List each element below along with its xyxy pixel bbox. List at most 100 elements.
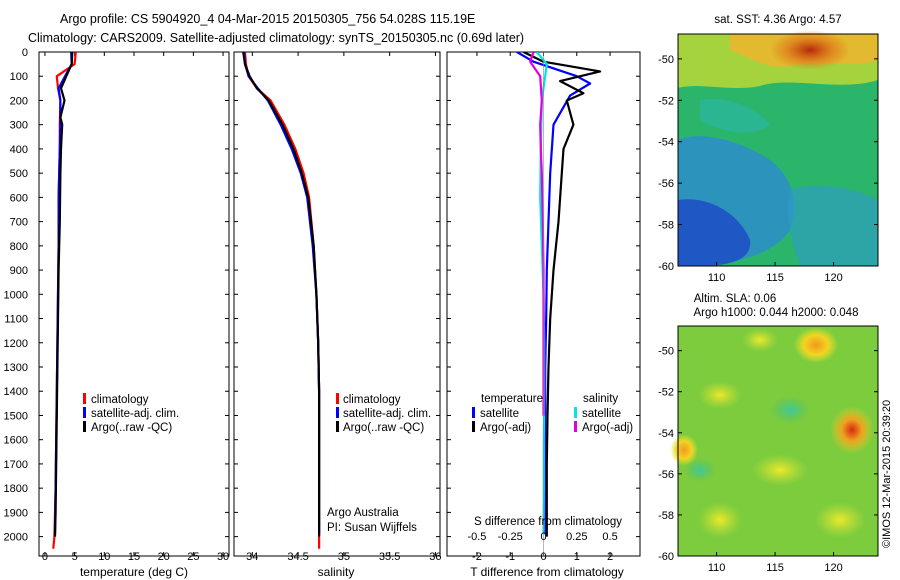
sst-map-title: sat. SST: 4.36 Argo: 4.57 (714, 14, 841, 26)
x-tick-label: 0 (540, 551, 546, 563)
legend-swatch-argo (336, 421, 339, 432)
depth-tick-label: 800 (10, 241, 28, 253)
sst-mixed-region (700, 99, 770, 133)
sla-low-2 (684, 458, 716, 482)
temperature-ticks: 0 5 10 15 20 25 30 (39, 51, 229, 563)
salinity-ticks: 34 34.5 35 35.5 36 (234, 51, 442, 563)
x-tick-label: 34.5 (287, 551, 308, 563)
depth-tick-label: 100 (10, 71, 28, 83)
legend-label-temp-argo: Argo(-adj) (480, 422, 531, 434)
sla-high-east (830, 406, 874, 454)
salinity-axes-box (233, 51, 441, 557)
depth-axis-labels: 0 100 200 300 400 500 600 700 800 900 1000 1100 1200… (4, 47, 28, 544)
difference-lines (516, 52, 602, 556)
depth-tick-label: 1700 (4, 459, 28, 471)
sla-map-title1: Altim. SLA: 0.06 (694, 293, 776, 305)
depth-tick-label: 1800 (4, 483, 28, 495)
temperature-lines (52, 52, 77, 549)
legend-label-satellite-adj: satellite-adj. clim. (343, 408, 431, 420)
sst-cold-region (678, 199, 751, 266)
map-y-tick-label: -50 (658, 54, 674, 66)
temperature-legend: climatology satellite-adj. clim. Argo(..… (83, 393, 179, 434)
map-y-tick-label: -60 (658, 551, 674, 563)
depth-tick-label: 500 (10, 168, 28, 180)
legend-swatch-sal-satellite (574, 407, 577, 418)
legend-title-salinity: salinity (583, 393, 618, 405)
x-tick-label: 34 (246, 551, 258, 563)
sla-map: Altim. SLA: 0.06 Argo h1000: 0.044 h2000… (658, 293, 879, 574)
legend-label-temp-satellite: satellite (480, 408, 519, 420)
map-y-tick-label: -60 (658, 261, 674, 273)
map-x-tick-label: 120 (824, 272, 842, 284)
series-line (53, 52, 74, 537)
legend-swatch-argo (83, 421, 86, 432)
map-x-tick-label: 120 (824, 562, 842, 574)
sla-yellow-3 (698, 502, 742, 538)
x-tick-label: 2 (607, 551, 613, 563)
sla-yellow-2 (752, 454, 808, 486)
sla-low-1 (770, 396, 810, 424)
figure-title-line1: Argo profile: CS 5904920_4 04-Mar-2015 2… (60, 12, 475, 26)
figure-title-line2: Climatology: CARS2009. Satellite-adjuste… (28, 31, 524, 45)
difference-legend: temperature salinity satellite Argo(-adj… (472, 393, 633, 434)
legend-swatch-satellite-adj (83, 407, 86, 418)
temperature-axes-box (38, 51, 230, 557)
x-tick-label: 15 (128, 551, 140, 563)
legend-label-climatology: climatology (343, 394, 401, 406)
x-tick-label: 1 (574, 551, 580, 563)
s-diff-tick-label: 0.25 (566, 531, 587, 543)
series-line (523, 52, 602, 537)
x-tick-label: 25 (187, 551, 199, 563)
map-y-tick-label: -56 (658, 469, 674, 481)
x-tick-label: 35 (338, 551, 350, 563)
sla-map-title2: Argo h1000: 0.044 h2000: 0.048 (694, 307, 859, 319)
legend-label-sal-satellite: satellite (582, 408, 621, 420)
legend-title-temperature: temperature (481, 393, 543, 405)
x-tick-label: 36 (429, 551, 441, 563)
s-diff-tick-label: 0 (540, 531, 546, 543)
temperature-xlabel: temperature (deg C) (80, 565, 188, 579)
legend-label-argo: Argo(..raw -QC) (343, 422, 424, 434)
map-x-tick-label: 115 (766, 272, 784, 284)
depth-tick-label: 1900 (4, 507, 28, 519)
depth-tick-label: 1500 (4, 410, 28, 422)
salinity-xlabel: salinity (318, 565, 355, 579)
sla-map-ticks: -50 -52 -54 -56 -58 -60 110 115 120 (658, 346, 878, 574)
map-y-tick-label: -54 (658, 428, 674, 440)
depth-tick-label: 1600 (4, 435, 28, 447)
difference-xlabel: T difference from climatology (470, 565, 624, 579)
depth-tick-label: 600 (10, 192, 28, 204)
x-tick-label: 5 (72, 551, 78, 563)
legend-swatch-climatology (83, 393, 86, 404)
temperature-panel: 0 5 10 15 20 25 30 temperature (deg C) climato… (38, 51, 230, 579)
salinity-lines (242, 52, 321, 549)
map-y-tick-label: -58 (658, 220, 674, 232)
salinity-panel: 34 34.5 35 35.5 36 salinity climatology sate… (233, 51, 442, 579)
depth-tick-label: 0 (22, 47, 28, 59)
s-diff-tick-label: -0.5 (467, 531, 486, 543)
salinity-difference-ticks: -0.5 -0.25 0 0.25 0.5 (467, 531, 617, 543)
sst-map: sat. SST: 4.36 Argo: 4.57 -50-52-54-56-5… (658, 14, 879, 284)
map-y-tick-label: -52 (658, 95, 674, 107)
sst-hot-spot (770, 30, 850, 70)
x-tick-label: 10 (98, 551, 110, 563)
map-x-tick-label: 110 (708, 272, 726, 284)
sla-yellow-4 (814, 502, 866, 538)
sla-yellow-1 (698, 381, 742, 409)
sst-map-ticks: -50 -52 -54 -56 -58 -60 110 115 120 (658, 54, 878, 284)
depth-tick-label: 1400 (4, 386, 28, 398)
legend-label-climatology: climatology (91, 394, 149, 406)
depth-tick-label: 200 (10, 95, 28, 107)
legend-label-argo: Argo(..raw -QC) (91, 422, 172, 434)
depth-tick-label: 1000 (4, 289, 28, 301)
x-tick-label: 30 (217, 551, 229, 563)
depth-tick-label: 2000 (4, 532, 28, 544)
depth-tick-label: 400 (10, 144, 28, 156)
x-tick-label: 20 (158, 551, 170, 563)
map-y-tick-label: -54 (658, 137, 674, 149)
x-tick-label: -1 (505, 551, 515, 563)
watermark: ©IMOS 12-Mar-2015 20:39:20 (881, 400, 893, 548)
sla-map-frame (677, 325, 879, 557)
depth-tick-label: 1100 (4, 314, 28, 326)
